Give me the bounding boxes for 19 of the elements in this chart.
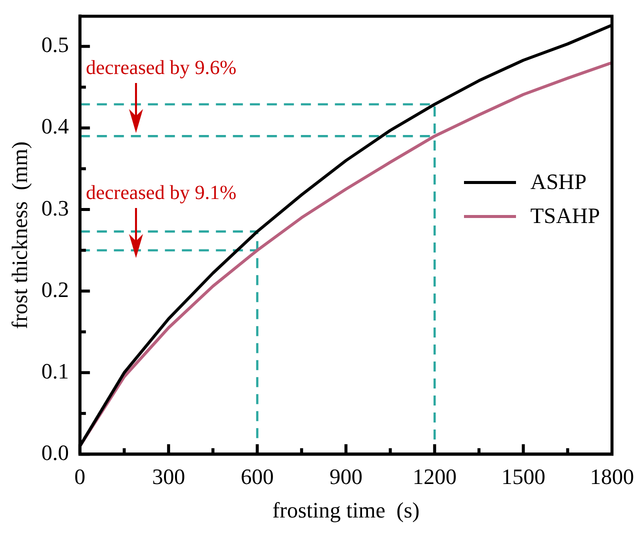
y-tick-label: 0.4 <box>41 114 69 139</box>
x-tick-label: 900 <box>329 464 362 490</box>
y-axis-title: frost thickness (mm) <box>6 141 32 329</box>
legend-label: ASHP <box>530 169 587 196</box>
x-tick-label: 600 <box>240 464 274 490</box>
x-tick-label: 1200 <box>412 464 457 490</box>
annotation: decreased by 9.1% <box>86 182 236 204</box>
x-axis-title: frosting time (s) <box>272 498 420 523</box>
y-tick-label: 0.3 <box>41 195 69 220</box>
legend-label: TSAHP <box>530 203 600 230</box>
x-tick-label: 300 <box>152 464 186 490</box>
annotation: decreased by 9.6% <box>86 57 236 80</box>
y-tick-label: 0.5 <box>41 32 69 58</box>
y-tick-label: 0.2 <box>41 276 69 302</box>
x-tick-label: 1800 <box>590 464 634 490</box>
x-tick-label: 1500 <box>501 464 546 490</box>
y-tick-label: 0.1 <box>41 358 69 384</box>
y-tick-label: 0.0 <box>41 440 69 465</box>
x-tick-label: 0 <box>74 464 86 490</box>
